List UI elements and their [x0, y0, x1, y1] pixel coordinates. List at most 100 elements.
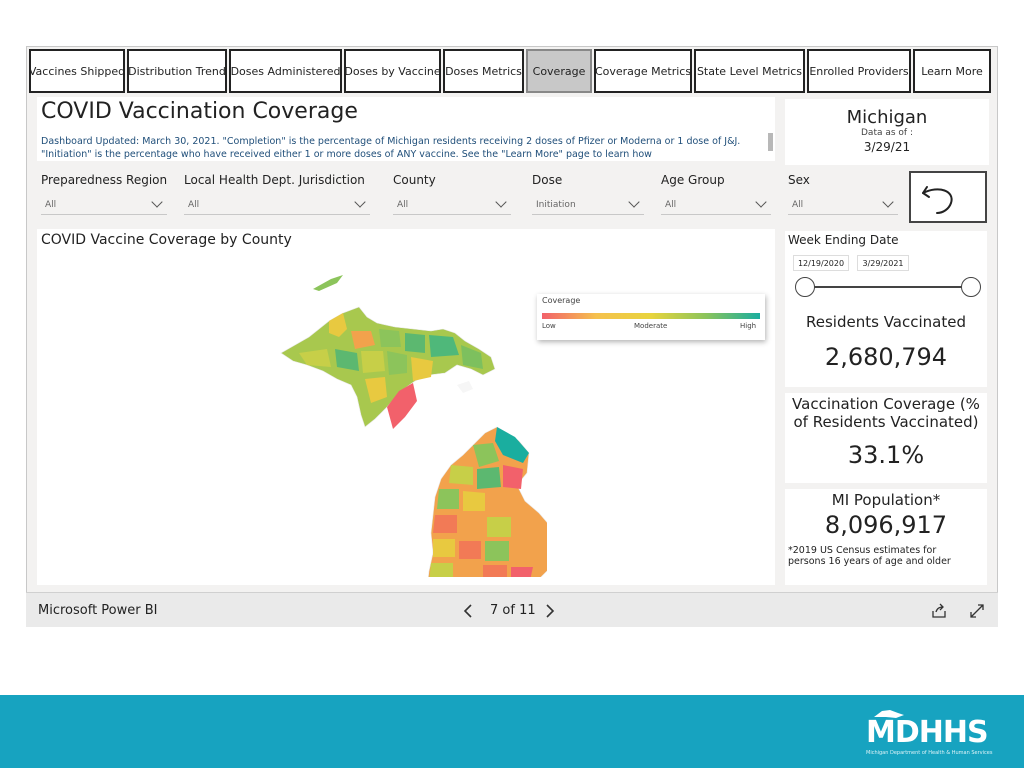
county-tile[interactable] [449, 465, 473, 485]
filter-lhd-jurisdiction: Local Health Dept. Jurisdiction All [180, 171, 376, 223]
county-tile[interactable] [489, 493, 513, 513]
filter-label: Dose [532, 173, 563, 187]
share-icon[interactable] [930, 602, 948, 620]
county-tile[interactable] [511, 567, 533, 577]
data-as-of-date: 3/29/21 [863, 140, 911, 154]
note-scrollbar[interactable] [768, 133, 773, 151]
county-tile[interactable] [487, 517, 511, 537]
coverage-value: 33.1% [847, 441, 925, 469]
legend-moderate: Moderate [634, 322, 668, 330]
tab-doses-administered[interactable]: Doses Administered [229, 49, 342, 93]
data-as-of-label: Data as of : [861, 128, 913, 138]
tab-coverage[interactable]: Coverage [526, 49, 592, 93]
county-dropdown[interactable]: All [393, 195, 511, 215]
mdhhs-logo-subtitle: Michigan Department of Health & Human Se… [866, 750, 993, 756]
tab-distribution-trend[interactable]: Distribution Trend [127, 49, 227, 93]
county-tile[interactable] [437, 489, 459, 509]
residents-vaccinated-value: 2,680,794 [824, 343, 948, 371]
page-indicator: 7 of 11 [490, 603, 536, 618]
menominee-county[interactable] [387, 383, 417, 429]
county-tile[interactable] [463, 491, 485, 511]
legend-high: High [740, 322, 757, 330]
tab-enrolled-providers[interactable]: Enrolled Providers [807, 49, 911, 93]
county-tile[interactable] [329, 313, 347, 337]
report-tabs: Vaccines Shipped Distribution Trend Dose… [29, 49, 997, 93]
fullscreen-icon[interactable] [968, 602, 986, 620]
start-date-input[interactable]: 12/19/2020 [793, 255, 849, 271]
county-tile[interactable] [405, 333, 425, 353]
dropdown-value: All [188, 200, 200, 210]
county-tile[interactable] [299, 349, 331, 367]
county-tile[interactable] [477, 467, 501, 489]
age-group-dropdown[interactable]: All [661, 195, 771, 215]
filter-dose: Dose Initiation [528, 171, 646, 223]
legend-title: Coverage [542, 296, 581, 305]
page-title: COVID Vaccination Coverage [41, 99, 358, 124]
slider-start-handle[interactable] [795, 277, 815, 297]
coverage-card: Vaccination Coverage (% of Residents Vac… [785, 393, 987, 483]
tab-learn-more[interactable]: Learn More [913, 49, 991, 93]
county-tile[interactable] [379, 329, 401, 347]
county-tile[interactable] [433, 515, 457, 533]
tab-doses-by-vaccine[interactable]: Doses by Vaccine [344, 49, 441, 93]
county-tile[interactable] [459, 541, 481, 559]
county-tile[interactable] [513, 539, 541, 563]
county-tile[interactable] [473, 443, 499, 467]
preparedness-region-dropdown[interactable]: All [41, 195, 167, 215]
back-button[interactable] [909, 171, 987, 223]
tab-state-level-metrics[interactable]: State Level Metrics [694, 49, 805, 93]
mdhhs-band [0, 695, 1024, 768]
prev-page-icon[interactable] [462, 603, 474, 619]
lower-peninsula[interactable] [427, 426, 547, 577]
county-tile[interactable] [351, 331, 375, 349]
county-tile[interactable] [387, 351, 407, 375]
county-tile[interactable] [485, 541, 509, 561]
county-tile[interactable] [517, 509, 547, 537]
county-tile[interactable] [429, 335, 459, 357]
county-tile[interactable] [457, 565, 479, 577]
chevron-down-icon [755, 196, 767, 208]
dose-dropdown[interactable]: Initiation [532, 195, 644, 215]
filter-label: Sex [788, 173, 810, 187]
tab-vaccines-shipped[interactable]: Vaccines Shipped [29, 49, 125, 93]
filter-county: County All [389, 171, 517, 223]
tab-coverage-metrics[interactable]: Coverage Metrics [594, 49, 692, 93]
end-date-input[interactable]: 3/29/2021 [857, 255, 909, 271]
slider-end-handle[interactable] [961, 277, 981, 297]
filter-label: Age Group [661, 173, 725, 187]
header-panel [37, 97, 775, 161]
report-frame: Vaccines Shipped Distribution Trend Dose… [26, 46, 998, 627]
mdhhs-logo-text: MDHHS [866, 715, 989, 750]
legend-low: Low [542, 322, 556, 330]
sex-dropdown[interactable]: All [788, 195, 898, 215]
powerbi-brand[interactable]: Microsoft Power BI [38, 603, 158, 618]
county-tile[interactable] [461, 515, 483, 535]
county-tile[interactable] [483, 565, 507, 577]
chevron-down-icon [495, 196, 507, 208]
michigan-county-map[interactable] [267, 257, 547, 577]
coverage-label-line2: of Residents Vaccinated) [793, 413, 979, 431]
map-title: COVID Vaccine Coverage by County [41, 232, 292, 248]
coverage-label-line1: Vaccination Coverage (% [792, 395, 980, 413]
dropdown-value: All [45, 200, 57, 210]
county-tile[interactable] [433, 539, 455, 557]
next-page-icon[interactable] [544, 603, 556, 619]
county-tile[interactable] [411, 357, 433, 381]
population-card: MI Population* 8,096,917 *2019 US Census… [785, 489, 987, 585]
filter-label: Preparedness Region [41, 173, 168, 187]
county-tile[interactable] [365, 377, 387, 403]
isle-royale[interactable] [313, 275, 343, 291]
lhd-jurisdiction-dropdown[interactable]: All [184, 195, 370, 215]
county-tile[interactable] [503, 465, 523, 489]
county-tile[interactable] [429, 563, 453, 577]
chevron-down-icon [354, 196, 366, 208]
week-ending-label: Week Ending Date [788, 233, 899, 247]
slider-track[interactable] [805, 286, 971, 288]
dropdown-value: All [397, 200, 409, 210]
county-tile[interactable] [495, 427, 529, 463]
county-tile[interactable] [335, 349, 359, 371]
tab-doses-metrics[interactable]: Doses Metrics [443, 49, 524, 93]
county-tile[interactable] [461, 345, 483, 369]
county-tile[interactable] [361, 351, 385, 373]
dropdown-value: Initiation [536, 200, 576, 210]
